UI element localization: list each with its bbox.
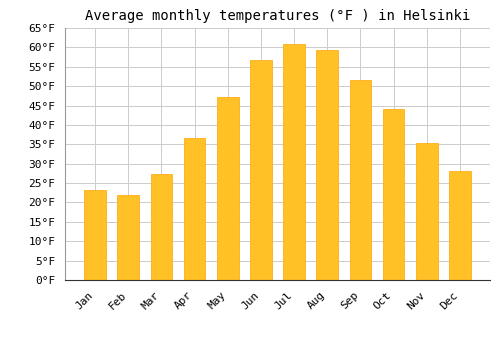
Bar	[184, 138, 206, 280]
Title: Average monthly temperatures (°F ) in Helsinki: Average monthly temperatures (°F ) in He…	[85, 9, 470, 23]
Bar	[383, 109, 404, 280]
Bar	[84, 190, 106, 280]
Bar	[250, 60, 272, 280]
Bar	[150, 174, 172, 280]
Bar	[416, 143, 438, 280]
Bar	[350, 80, 371, 280]
Bar	[449, 171, 470, 280]
Bar	[118, 195, 139, 280]
Bar	[316, 50, 338, 280]
Bar	[284, 43, 305, 280]
Bar	[217, 97, 238, 280]
